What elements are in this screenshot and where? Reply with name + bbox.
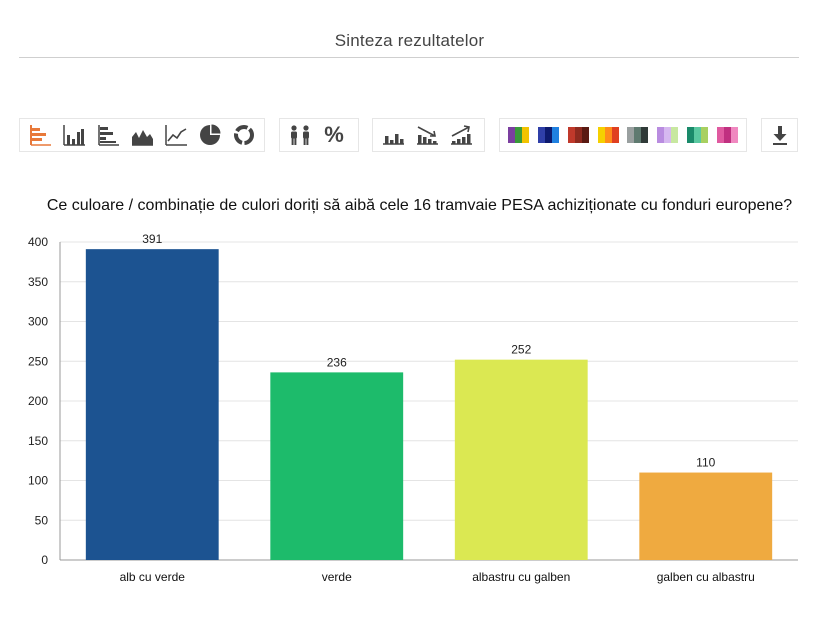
palette-color — [574, 127, 582, 143]
title-divider — [19, 57, 799, 58]
sort-descending-icon[interactable] — [411, 121, 443, 149]
palette-2-swatch[interactable] — [534, 121, 564, 149]
y-tick-label: 150 — [28, 434, 48, 448]
bar-chart-icon[interactable] — [58, 121, 90, 149]
palette-color — [716, 127, 724, 143]
palette-color — [664, 127, 672, 143]
palette-color — [611, 127, 619, 143]
palette-color — [581, 127, 589, 143]
palette-8-swatch[interactable] — [712, 121, 742, 149]
bar-chart: 0 50 100 150 200 250 300 350 400 391 alb cu verde 2… — [28, 232, 798, 584]
y-tick-label: 300 — [28, 315, 48, 329]
display-mode-toolbar: % — [279, 118, 359, 152]
color-palette-toolbar — [499, 118, 747, 152]
palette-color — [671, 127, 679, 143]
y-tick-label: 400 — [28, 235, 48, 249]
percent-icon[interactable]: % — [318, 121, 350, 149]
palette-color — [515, 127, 523, 143]
palette-color — [700, 127, 708, 143]
download-toolbar — [761, 118, 798, 152]
palette-color — [508, 127, 516, 143]
palette-color — [567, 127, 575, 143]
palette-color — [552, 127, 560, 143]
palette-color — [686, 127, 694, 143]
data-label: 110 — [696, 456, 715, 470]
palette-color — [545, 127, 553, 143]
palette-color — [604, 127, 612, 143]
data-label: 252 — [511, 343, 531, 357]
bar-chart-horizontal-icon[interactable] — [24, 121, 56, 149]
y-tick-label: 100 — [28, 474, 48, 488]
palette-6-swatch[interactable] — [653, 121, 683, 149]
palette-color — [657, 127, 665, 143]
chart-title: Ce culoare / combinație de culori doriți… — [46, 197, 793, 214]
line-chart-icon[interactable] — [160, 121, 192, 149]
sort-toolbar — [372, 118, 485, 152]
palette-color — [730, 127, 738, 143]
chart-type-toolbar — [19, 118, 265, 152]
palette-color — [723, 127, 731, 143]
people-count-icon[interactable] — [284, 121, 316, 149]
y-tick-label: 200 — [28, 394, 48, 408]
palette-5-swatch[interactable] — [623, 121, 653, 149]
y-tick-label: 250 — [28, 354, 48, 368]
data-label: 236 — [327, 355, 347, 369]
palette-color — [641, 127, 649, 143]
y-tick-label: 50 — [35, 513, 49, 527]
x-tick-label: verde — [322, 570, 352, 584]
x-tick-label: galben cu albastru — [657, 570, 755, 584]
palette-3-swatch[interactable] — [564, 121, 594, 149]
sort-none-icon[interactable] — [377, 121, 409, 149]
palette-1-swatch[interactable] — [504, 121, 534, 149]
palette-4-swatch[interactable] — [593, 121, 623, 149]
palette-color — [627, 127, 635, 143]
palette-7-swatch[interactable] — [683, 121, 713, 149]
palette-color — [634, 127, 642, 143]
page-title: Sinteza rezultatelor — [334, 31, 485, 50]
y-tick-label: 0 — [41, 553, 48, 567]
x-tick-label: alb cu verde — [120, 570, 186, 584]
data-label: 391 — [142, 232, 162, 246]
percent-label: % — [324, 122, 344, 147]
bar — [85, 249, 219, 560]
bar — [454, 359, 588, 560]
y-tick-label: 350 — [28, 275, 48, 289]
pie-chart-icon[interactable] — [194, 121, 226, 149]
palette-color — [597, 127, 605, 143]
bar — [270, 372, 404, 560]
palette-color — [538, 127, 546, 143]
area-chart-icon[interactable] — [126, 121, 158, 149]
bar-chart-stacked-icon[interactable] — [92, 121, 124, 149]
download-icon[interactable] — [764, 121, 795, 149]
palette-color — [522, 127, 530, 143]
sort-ascending-icon[interactable] — [445, 121, 477, 149]
bar — [639, 472, 773, 560]
x-tick-label: albastru cu galben — [472, 570, 570, 584]
palette-color — [693, 127, 701, 143]
donut-chart-icon[interactable] — [228, 121, 260, 149]
